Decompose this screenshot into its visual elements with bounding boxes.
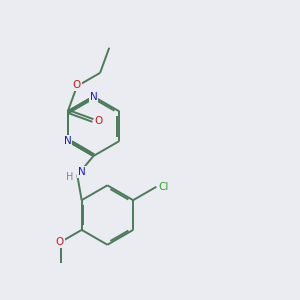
Text: O: O — [95, 116, 103, 125]
Text: O: O — [73, 80, 81, 90]
Text: H: H — [66, 172, 74, 182]
Text: Cl: Cl — [159, 182, 169, 192]
Text: N: N — [64, 136, 72, 146]
Text: N: N — [78, 167, 85, 177]
Text: N: N — [90, 92, 98, 101]
Text: O: O — [56, 237, 64, 247]
